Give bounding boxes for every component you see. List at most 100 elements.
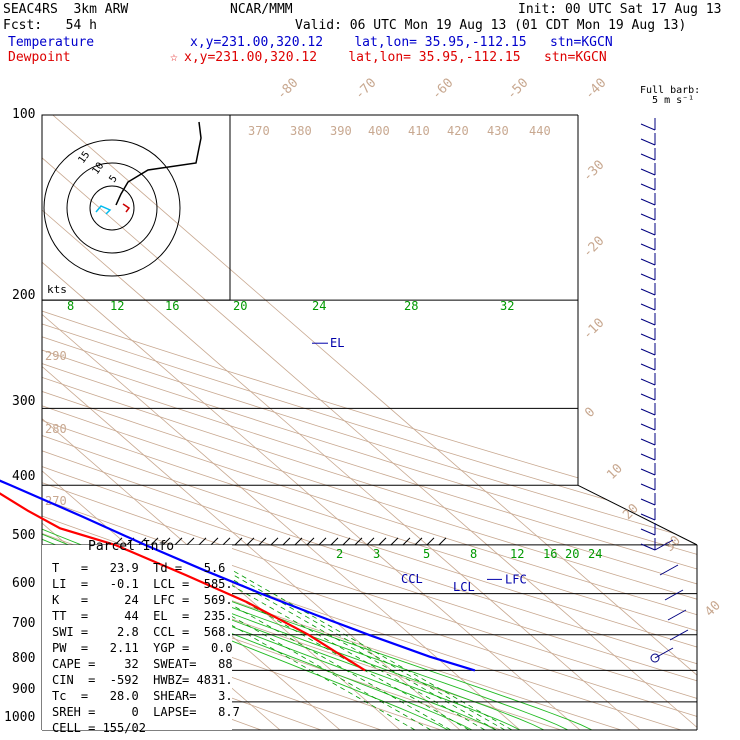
wind-barb: [640, 168, 656, 176]
hatch-mark: [426, 537, 435, 546]
theta-label: 280: [45, 422, 67, 436]
parcel-info-box: [42, 544, 232, 730]
parcel-info-line: CAPE = 32 SWEAT= 88: [52, 657, 233, 671]
hatch-mark: [366, 537, 375, 546]
isotherm-line: [42, 115, 521, 730]
wind-barb: [640, 513, 656, 521]
isotherm-line: [52, 115, 697, 730]
hatch-mark: [210, 537, 219, 546]
isotherm-label: -20: [580, 234, 607, 261]
isotherm-line: [42, 115, 641, 730]
parcel-info-title: Parcel Info: [88, 539, 175, 554]
hatch-mark: [390, 537, 399, 546]
pressure-label: 1000: [4, 710, 36, 725]
hatch-mark: [438, 537, 447, 546]
org-label: NCAR/MMM: [230, 2, 293, 17]
wind-barb: [640, 498, 656, 506]
isotherm-line: [0, 115, 40, 730]
isotherm-label: -60: [429, 76, 456, 103]
hatch-mark: [330, 537, 339, 546]
temperature-legend-label: Temperature: [8, 35, 95, 50]
dewpoint-legend-label: Dewpoint: [8, 50, 71, 65]
wind-barb: [640, 378, 656, 386]
dry-adiabat-line: [42, 115, 697, 730]
hatch-mark: [414, 537, 423, 546]
mixing-ratio-label: 5: [423, 547, 430, 561]
isotherm-label: -80: [274, 76, 301, 103]
hodograph-ring-label: 10: [90, 161, 106, 177]
hatch-mark: [354, 537, 363, 546]
wind-barb: [640, 303, 656, 311]
isotherm-label: 10: [604, 461, 626, 483]
hatch-mark: [174, 537, 183, 546]
forecast-hour: Fcst: 54 h: [3, 18, 97, 33]
hodograph-ring-label: 15: [76, 150, 92, 166]
hatch-mark: [294, 537, 303, 546]
mixing-ratio-line: [216, 569, 497, 730]
parcel-info-line: SREH = 0 LAPSE= 8.7: [52, 705, 240, 719]
wind-barb: [667, 609, 687, 621]
theta-label: 370: [248, 124, 270, 138]
parcel-info-line: Tc = 28.0 SHEAR= 3.: [52, 689, 233, 703]
isotherm-label: -10: [580, 316, 607, 343]
theta-label: 430: [487, 124, 509, 138]
hodograph-ring: [43, 139, 181, 277]
theta-label: 410: [408, 124, 430, 138]
mixing-ratio-label: 24: [312, 299, 326, 313]
model-title: SEAC4RS 3km ARW: [3, 2, 129, 17]
hodograph-ring: [89, 185, 135, 231]
mixing-ratio-label: 32: [500, 299, 514, 313]
dry-adiabat-line: [42, 115, 697, 730]
wind-barb: [640, 258, 656, 266]
hodograph-units: kts: [47, 283, 67, 296]
mixing-ratio-label: 8: [470, 547, 477, 561]
hatch-mark: [234, 537, 243, 546]
theta-label: 390: [330, 124, 352, 138]
dry-adiabat-line: [42, 115, 697, 730]
hatch-mark: [282, 537, 291, 546]
wind-barb: [640, 438, 656, 446]
hodograph-trace-low: [95, 205, 112, 215]
wind-barb: [664, 589, 684, 601]
isotherm-line: [42, 115, 581, 730]
hatch-mark: [258, 537, 267, 546]
dry-adiabat-line: [42, 115, 697, 730]
pressure-label: 100: [12, 107, 36, 122]
wind-barb: [640, 528, 656, 536]
wind-barb: [640, 123, 656, 131]
wind-barb: [640, 348, 656, 356]
mixing-ratio-line: [205, 569, 486, 730]
wind-barb: [640, 333, 656, 341]
wind-barb: [640, 318, 656, 326]
isotherm-line: [42, 115, 697, 730]
parcel-info-line: CIN = -592 HWBZ= 4831.: [52, 673, 233, 687]
mixing-ratio-label: 20: [233, 299, 247, 313]
isotherm-label: -30: [580, 158, 607, 185]
theta-label: 440: [529, 124, 551, 138]
mixing-ratio-label: 8: [67, 299, 74, 313]
isotherm-label: 20: [620, 501, 642, 523]
hodograph-frame: [41, 114, 231, 301]
wind-barb: [640, 138, 656, 146]
dewpoint-profile: [0, 492, 366, 672]
wind-barb: [640, 213, 656, 221]
isotherm-line: [42, 115, 401, 730]
pressure-label: 400: [12, 469, 36, 484]
parcel-info-line: K = 24 LFC = 569.: [52, 593, 233, 607]
mixing-ratio-label: 20: [565, 547, 579, 561]
hatch-mark: [198, 537, 207, 546]
hodograph-trace: [115, 121, 202, 206]
isotherm-label: 0: [582, 405, 598, 421]
mixing-ratio-label: 2: [336, 547, 343, 561]
hatch-mark: [318, 537, 327, 546]
hatch-mark: [306, 537, 315, 546]
wind-barb: [640, 363, 656, 371]
valid-time: Valid: 06 UTC Mon 19 Aug 13 (01 CDT Mon …: [295, 18, 687, 33]
theta-label: 420: [447, 124, 469, 138]
right-axis-slope: [577, 484, 698, 546]
isotherm-label: 40: [702, 598, 724, 620]
wind-barb: [640, 408, 656, 416]
mixing-ratio-label: 16: [165, 299, 179, 313]
parcel-level-label: EL: [330, 336, 344, 350]
temperature-legend-info: x,y=231.00,320.12 lat,lon= 35.95,-112.15…: [190, 35, 613, 50]
